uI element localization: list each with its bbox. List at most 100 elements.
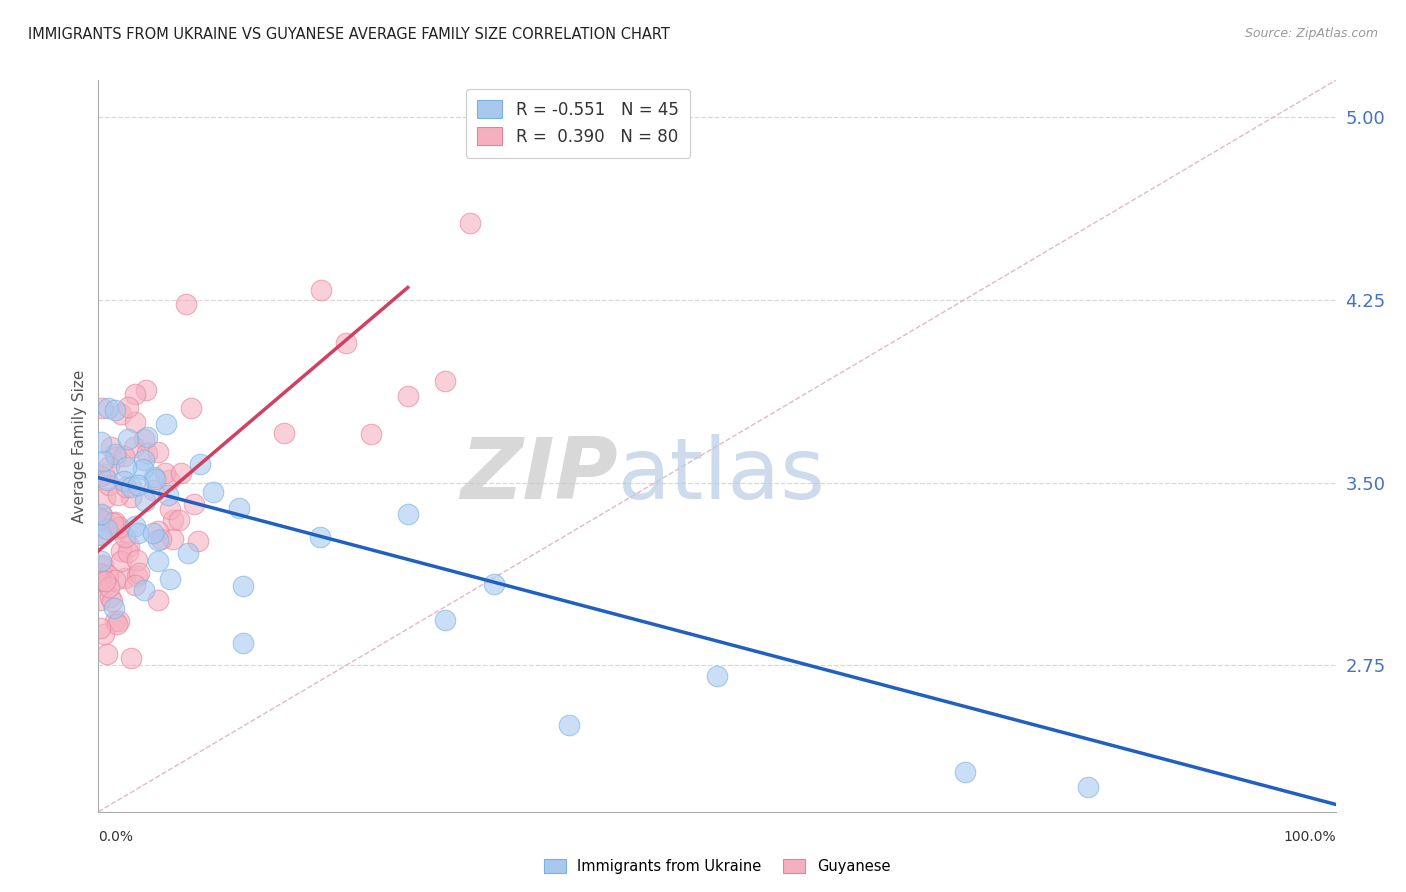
Point — [127, 478, 149, 492]
Point — [146, 554, 169, 568]
Point — [91, 454, 114, 468]
Point — [114, 571, 136, 585]
Point — [148, 524, 170, 538]
Point — [90, 507, 112, 521]
Point — [162, 513, 184, 527]
Point — [89, 527, 111, 541]
Point — [360, 427, 382, 442]
Point — [232, 579, 254, 593]
Point — [108, 614, 131, 628]
Point — [157, 488, 180, 502]
Point — [96, 473, 118, 487]
Point — [93, 467, 115, 481]
Point — [114, 480, 136, 494]
Text: 100.0%: 100.0% — [1284, 830, 1336, 844]
Point — [114, 460, 136, 475]
Point — [110, 407, 132, 421]
Point — [132, 462, 155, 476]
Point — [162, 532, 184, 546]
Point — [142, 525, 165, 540]
Point — [104, 402, 127, 417]
Point — [122, 440, 145, 454]
Point — [104, 515, 127, 529]
Point — [94, 491, 117, 506]
Point — [155, 417, 177, 432]
Point — [90, 435, 112, 450]
Point — [104, 573, 127, 587]
Point — [117, 400, 139, 414]
Point — [90, 401, 112, 416]
Point — [128, 566, 150, 581]
Text: atlas: atlas — [619, 434, 827, 516]
Point — [98, 591, 121, 605]
Point — [97, 401, 120, 416]
Point — [174, 297, 197, 311]
Point — [134, 493, 156, 508]
Point — [127, 553, 149, 567]
Point — [183, 497, 205, 511]
Point — [107, 520, 129, 534]
Point — [132, 432, 155, 446]
Point — [335, 335, 357, 350]
Point — [108, 522, 131, 536]
Point — [433, 374, 456, 388]
Point — [127, 525, 149, 540]
Point — [142, 483, 165, 498]
Point — [114, 530, 136, 544]
Text: IMMIGRANTS FROM UKRAINE VS GUYANESE AVERAGE FAMILY SIZE CORRELATION CHART: IMMIGRANTS FROM UKRAINE VS GUYANESE AVER… — [28, 27, 671, 42]
Point — [176, 546, 198, 560]
Point — [89, 621, 111, 635]
Point — [98, 477, 121, 491]
Point — [309, 530, 332, 544]
Y-axis label: Average Family Size: Average Family Size — [72, 369, 87, 523]
Point — [159, 502, 181, 516]
Point — [202, 484, 225, 499]
Point — [107, 488, 129, 502]
Point — [117, 545, 139, 559]
Point — [101, 594, 124, 608]
Point — [167, 513, 190, 527]
Point — [93, 626, 115, 640]
Point — [134, 582, 156, 597]
Point — [124, 415, 146, 429]
Point — [187, 534, 209, 549]
Point — [396, 389, 419, 403]
Point — [170, 467, 193, 481]
Point — [120, 480, 142, 494]
Point — [148, 533, 170, 547]
Point — [136, 430, 159, 444]
Point — [90, 558, 112, 573]
Point — [557, 718, 579, 732]
Point — [97, 568, 120, 582]
Point — [98, 580, 121, 594]
Point — [146, 593, 169, 607]
Point — [89, 469, 111, 483]
Point — [125, 569, 148, 583]
Point — [89, 574, 111, 588]
Point — [104, 614, 127, 628]
Point — [93, 514, 115, 528]
Point — [89, 592, 111, 607]
Point — [105, 616, 128, 631]
Point — [228, 501, 250, 516]
Point — [1077, 780, 1099, 795]
Point — [124, 386, 146, 401]
Text: Source: ZipAtlas.com: Source: ZipAtlas.com — [1244, 27, 1378, 40]
Legend: R = -0.551   N = 45, R =  0.390   N = 80: R = -0.551 N = 45, R = 0.390 N = 80 — [465, 88, 690, 158]
Point — [90, 508, 112, 523]
Point — [110, 553, 132, 567]
Point — [134, 452, 156, 467]
Point — [146, 444, 169, 458]
Point — [953, 764, 976, 779]
Point — [143, 470, 166, 484]
Text: ZIP: ZIP — [460, 434, 619, 516]
Point — [112, 474, 135, 488]
Text: 0.0%: 0.0% — [98, 830, 134, 844]
Point — [89, 512, 111, 526]
Point — [135, 446, 157, 460]
Point — [91, 558, 114, 572]
Point — [89, 511, 111, 525]
Point — [134, 384, 156, 398]
Point — [157, 473, 180, 487]
Point — [100, 440, 122, 454]
